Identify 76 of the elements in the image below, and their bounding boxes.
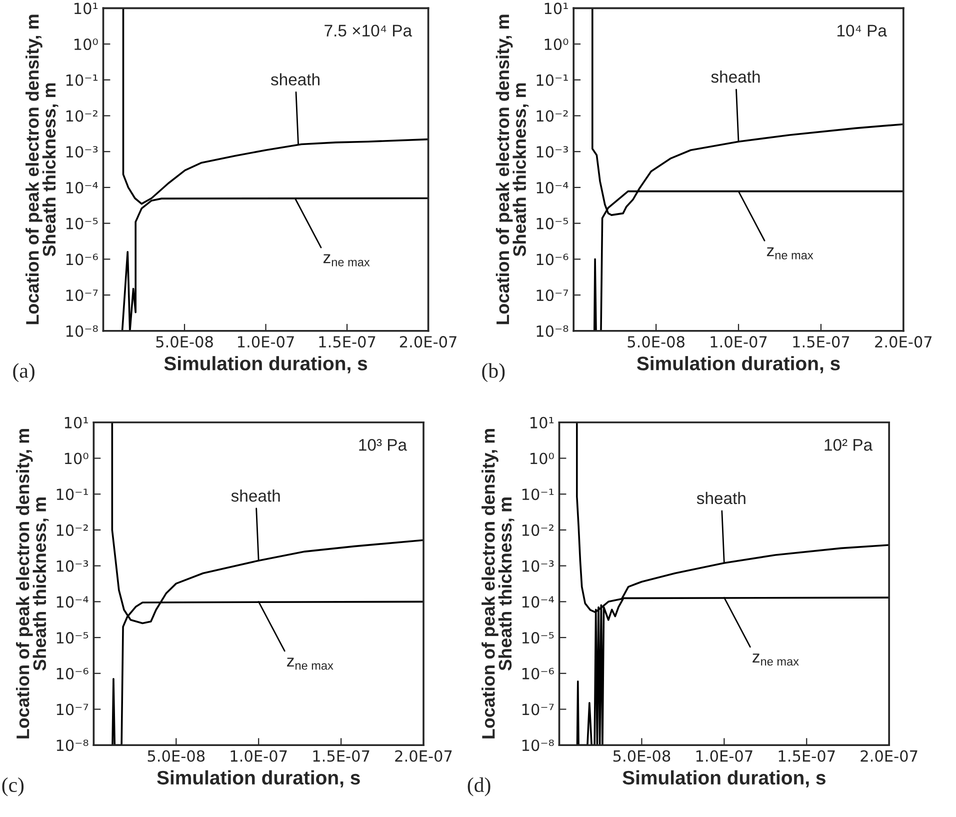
x-tick-label: 2.0E-07 xyxy=(400,336,456,348)
y-tick-label: 10⁻⁸ xyxy=(536,325,568,337)
x-tick-label: 1.5E-07 xyxy=(313,750,370,762)
y-axis-title: Location of peak electron density, m Sheath thickness, m xyxy=(482,429,514,738)
y-tick-label: 10⁻³ xyxy=(522,560,554,572)
annotation: sheath xyxy=(270,73,320,86)
y-tick-label: 10⁻⁵ xyxy=(536,218,568,230)
x-axis-title: Simulation duration, s xyxy=(157,770,360,788)
annotation: 10⁴ Pa xyxy=(837,24,887,37)
annotation: sheath xyxy=(231,489,280,502)
y-tick-label: 10⁻² xyxy=(66,110,98,122)
y-tick-label: 10⁰ xyxy=(530,452,554,464)
x-tick-label: 5.0E-08 xyxy=(148,750,205,762)
x-tick-label: 1.5E-07 xyxy=(319,336,376,348)
x-axis-title: Simulation duration, s xyxy=(164,356,368,374)
y-tick-label: 10⁻⁸ xyxy=(522,740,554,752)
y-tick-label: 10⁻⁴ xyxy=(56,596,88,608)
x-tick-label: 2.0E-07 xyxy=(395,750,452,762)
y-axis-title: Location of peak electron density, m Sheath thickness, m xyxy=(26,14,58,324)
text: (b) xyxy=(482,363,505,382)
x-tick-label: 1.0E-07 xyxy=(696,750,752,762)
y-tick-label: 10⁻² xyxy=(522,524,554,536)
x-tick-label: 1.5E-07 xyxy=(793,336,850,348)
x-tick-label: 5.0E-08 xyxy=(628,336,684,348)
y-tick-label: 10⁻¹ xyxy=(536,74,568,86)
x-tick-label: 2.0E-07 xyxy=(860,750,918,762)
y-tick-label: 10⁻⁴ xyxy=(522,596,554,608)
y-tick-label: 10⁻⁴ xyxy=(66,182,98,194)
y-tick-label: 10⁻⁵ xyxy=(56,632,88,644)
x-tick-label: 1.0E-07 xyxy=(238,336,294,348)
y-axis-title: Location of peak electron density, m Sheath thickness, m xyxy=(16,429,49,738)
x-tick-label: 5.0E-08 xyxy=(613,750,670,762)
y-tick-label: 10⁻⁷ xyxy=(56,704,88,716)
x-tick-label: 1.5E-07 xyxy=(778,750,835,762)
y-tick-label: 10⁻⁸ xyxy=(56,740,88,752)
y-tick-label: 10¹ xyxy=(64,416,88,428)
y-tick-label: 10⁻² xyxy=(56,524,88,536)
y-tick-label: 10⁻⁶ xyxy=(66,254,98,266)
y-tick-label: 10⁻³ xyxy=(56,560,88,572)
y-axis-title: Location of peak electron density, m Sheath thickness, m xyxy=(496,14,529,324)
annotation: 10² Pa xyxy=(824,438,873,451)
annotation: 10³ Pa xyxy=(359,438,408,451)
y-tick-label: 10⁻³ xyxy=(536,146,568,158)
text: (d) xyxy=(468,777,490,796)
y-tick-label: 10⁻⁶ xyxy=(536,254,568,266)
text: (c) xyxy=(2,777,24,796)
y-tick-label: 10⁻⁷ xyxy=(536,289,568,302)
y-tick-label: 10⁻⁶ xyxy=(56,668,88,680)
y-tick-label: 10⁻² xyxy=(536,110,568,122)
y-tick-label: 10⁻³ xyxy=(66,146,98,158)
x-tick-label: 5.0E-08 xyxy=(156,336,213,348)
x-tick-label: 2.0E-07 xyxy=(875,336,932,348)
annotation: sheath xyxy=(711,70,760,83)
text: (a) xyxy=(13,363,34,382)
y-tick-label: 10¹ xyxy=(74,2,98,14)
y-tick-label: 10⁰ xyxy=(74,38,98,50)
y-tick-label: 10¹ xyxy=(544,2,568,14)
annotation: 7.5 ×10⁴ Pa xyxy=(324,24,412,37)
y-tick-label: 10⁻⁵ xyxy=(66,218,98,230)
x-tick-label: 1.0E-07 xyxy=(710,336,767,348)
y-tick-label: 10⁻¹ xyxy=(522,488,554,500)
x-axis-title: Simulation duration, s xyxy=(622,770,826,788)
x-axis-title: Simulation duration, s xyxy=(636,356,840,374)
x-tick-label: 1.0E-07 xyxy=(230,750,287,762)
y-tick-label: 10⁰ xyxy=(64,452,88,464)
y-tick-label: 10⁻⁵ xyxy=(522,632,554,644)
y-tick-label: 10⁻¹ xyxy=(56,488,88,500)
y-tick-label: 10⁻⁸ xyxy=(66,325,98,337)
y-tick-label: 10⁻⁴ xyxy=(536,182,568,194)
y-tick-label: 10⁻⁶ xyxy=(522,668,554,680)
annotation: sheath xyxy=(696,492,746,504)
y-tick-label: 10⁰ xyxy=(544,38,568,50)
y-tick-label: 10¹ xyxy=(530,416,554,428)
y-tick-label: 10⁻⁷ xyxy=(522,704,554,716)
y-tick-label: 10⁻⁷ xyxy=(66,289,98,302)
y-tick-label: 10⁻¹ xyxy=(66,74,98,86)
